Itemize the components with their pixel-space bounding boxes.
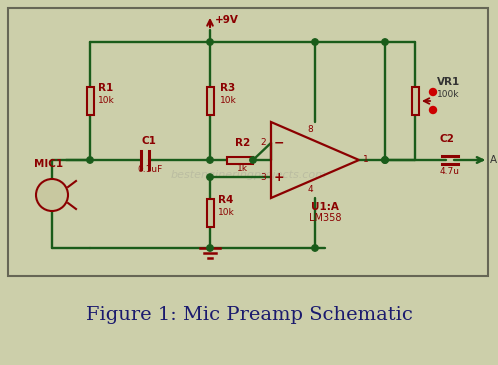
Circle shape	[312, 39, 318, 45]
Circle shape	[207, 157, 213, 163]
Text: C1: C1	[142, 136, 157, 146]
Text: −: −	[274, 137, 284, 149]
Text: 1: 1	[363, 155, 369, 165]
Text: 10k: 10k	[220, 96, 237, 105]
Bar	[411, 87, 418, 115]
Text: bestengineringprojects.com: bestengineringprojects.com	[171, 170, 327, 180]
Text: +: +	[274, 170, 284, 184]
Text: R4: R4	[218, 195, 234, 204]
Text: MIC1: MIC1	[34, 159, 63, 169]
Text: 0.1uF: 0.1uF	[137, 165, 162, 174]
Text: R1: R1	[98, 83, 113, 93]
Bar	[227, 157, 253, 164]
Circle shape	[429, 107, 437, 114]
Circle shape	[87, 157, 93, 163]
Bar	[87, 87, 94, 115]
Circle shape	[382, 39, 388, 45]
Text: LM358: LM358	[309, 213, 341, 223]
Text: U1:A: U1:A	[311, 202, 339, 212]
Bar	[207, 199, 214, 227]
Circle shape	[382, 157, 388, 163]
Circle shape	[382, 157, 388, 163]
Text: +9V: +9V	[215, 15, 239, 25]
Text: 1k: 1k	[237, 164, 248, 173]
Text: Audio output: Audio output	[490, 155, 498, 165]
Circle shape	[36, 179, 68, 211]
Text: 10k: 10k	[98, 96, 115, 105]
Text: 4: 4	[307, 185, 313, 195]
Circle shape	[250, 157, 256, 163]
Circle shape	[207, 39, 213, 45]
Circle shape	[312, 245, 318, 251]
Text: Figure 1: Mic Preamp Schematic: Figure 1: Mic Preamp Schematic	[86, 306, 412, 324]
Text: 8: 8	[307, 126, 313, 134]
Text: C2: C2	[440, 134, 455, 144]
Text: 10k: 10k	[218, 208, 235, 216]
Text: R2: R2	[235, 138, 250, 148]
Bar	[207, 87, 214, 115]
Text: VR1: VR1	[437, 77, 460, 87]
Text: R3: R3	[220, 83, 235, 93]
FancyBboxPatch shape	[8, 8, 488, 276]
Circle shape	[207, 245, 213, 251]
Text: 100k: 100k	[437, 90, 460, 99]
Circle shape	[207, 174, 213, 180]
Circle shape	[429, 88, 437, 96]
Text: 4.7u: 4.7u	[440, 167, 460, 176]
Text: 2: 2	[260, 138, 266, 147]
Text: 3: 3	[260, 173, 266, 182]
